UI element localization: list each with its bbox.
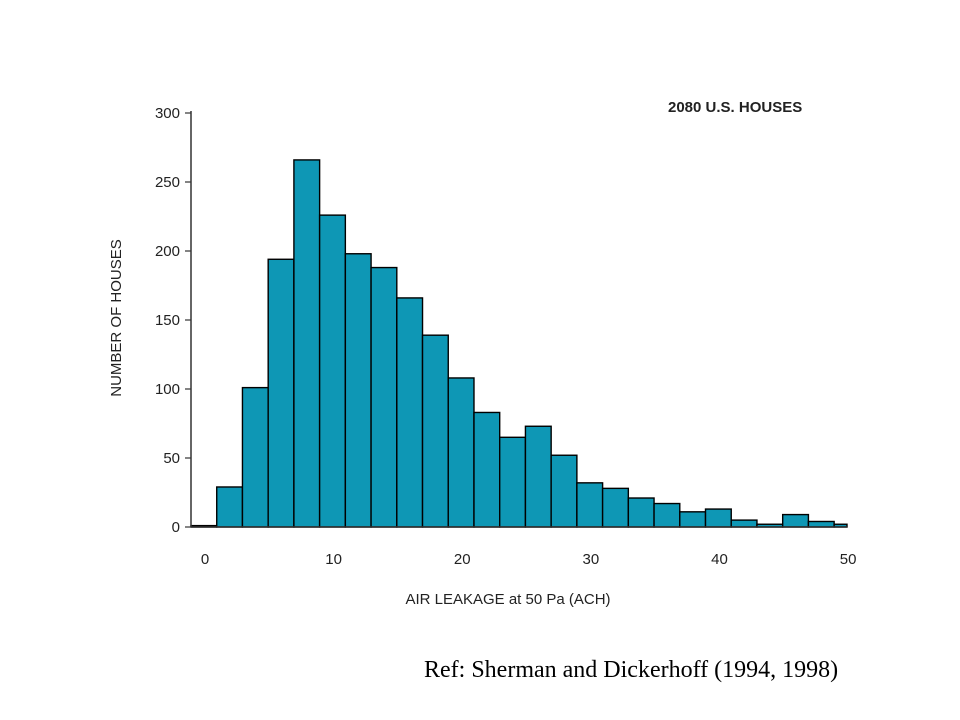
sample-size-annotation: 2080 U.S. HOUSES <box>668 99 802 116</box>
histogram-bar <box>679 511 707 528</box>
x-tick-label: 40 <box>711 551 728 568</box>
x-tick-label: 10 <box>325 551 342 568</box>
histogram-bar <box>370 266 398 528</box>
x-tick-label: 50 <box>840 551 857 568</box>
histogram-bar <box>473 411 501 528</box>
histogram-bar <box>216 486 244 528</box>
x-axis-title: AIR LEAKAGE at 50 Pa (ACH) <box>405 591 610 608</box>
histogram-bar <box>293 159 321 528</box>
histogram-bar <box>704 508 732 528</box>
histogram-bar <box>344 253 372 528</box>
y-tick-label: 100 <box>155 381 180 398</box>
histogram-bar <box>241 386 269 528</box>
y-tick-label: 0 <box>172 519 180 536</box>
y-tick-label: 250 <box>155 174 180 191</box>
histogram-bar <box>550 454 578 528</box>
y-tick-label: 300 <box>155 105 180 122</box>
x-tick-labels: 0 10 20 30 40 50 <box>201 551 857 568</box>
x-tick-label: 20 <box>454 551 471 568</box>
histogram-bar <box>807 520 835 528</box>
y-tick-label: 150 <box>155 312 180 329</box>
histogram-bar <box>576 482 604 528</box>
reference-caption: Ref: Sherman and Dickerhoff (1994, 1998) <box>424 657 839 683</box>
histogram-bar <box>421 334 449 528</box>
histogram-bar <box>267 258 295 528</box>
y-axis-title: NUMBER OF HOUSES <box>108 239 125 397</box>
x-tick-label: 0 <box>201 551 209 568</box>
bars-group <box>190 159 848 528</box>
histogram-bar <box>396 297 424 528</box>
y-tick-label: 200 <box>155 243 180 260</box>
histogram-bar <box>318 214 347 528</box>
x-tick-label: 30 <box>583 551 600 568</box>
histogram-bar <box>781 513 810 528</box>
histogram-bar <box>730 519 758 528</box>
histogram-bar <box>447 377 475 528</box>
histogram-bar <box>653 502 681 528</box>
axes-group <box>185 111 847 528</box>
histogram-bar <box>499 436 527 528</box>
histogram-bar <box>601 487 630 528</box>
histogram-bar <box>524 425 552 528</box>
y-tick-label: 50 <box>163 450 180 467</box>
y-tick-labels: 0 50 100 150 200 250 300 <box>155 105 180 536</box>
histogram-bar <box>627 497 655 528</box>
